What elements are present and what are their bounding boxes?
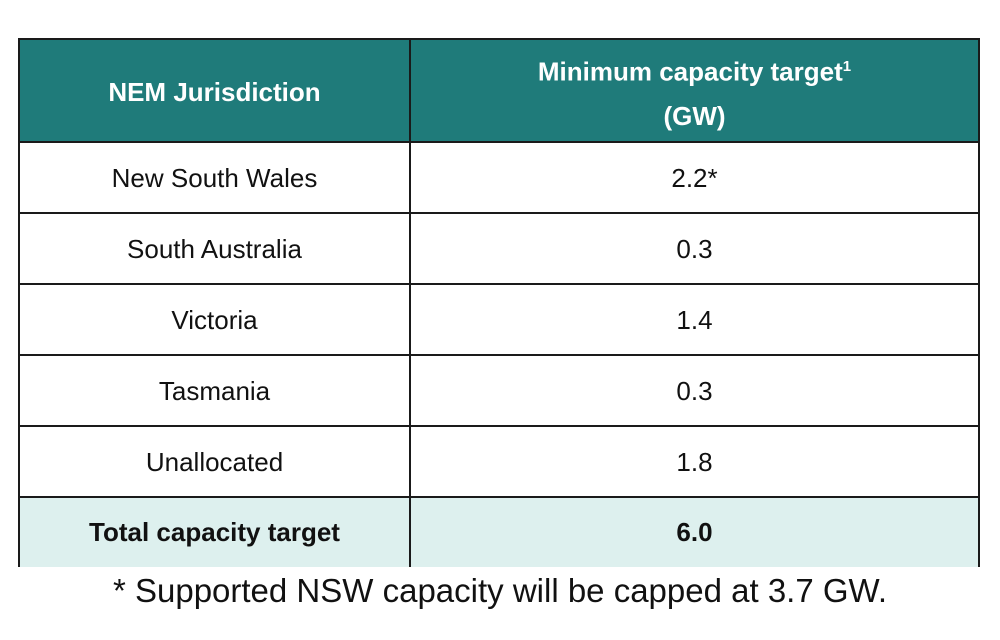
body-row: Victoria 1.4 <box>20 283 978 356</box>
body-row: South Australia 0.3 <box>20 212 978 285</box>
body-row: Unallocated 1.8 <box>20 425 978 498</box>
cell: 1.4 <box>676 305 713 335</box>
cell: Tasmania <box>20 356 411 427</box>
cell: 0.3 <box>676 234 713 264</box>
header-cell: NEM Jurisdiction <box>20 40 411 143</box>
header-cell: Minimum capacity target1 (GW) <box>411 40 978 143</box>
total-row: Total capacity target 6.0 <box>20 496 978 567</box>
table: NEM Jurisdiction Minimum capacity target… <box>18 38 980 567</box>
body-row: New South Wales 2.2* <box>20 141 978 214</box>
header-row: NEM Jurisdiction Minimum capacity target… <box>20 40 978 143</box>
header-unit: (GW) <box>663 100 726 131</box>
cell: 6.0 <box>676 517 713 547</box>
footnote-marker: 1 <box>842 58 852 76</box>
header-text: Minimum capacity target <box>537 56 843 87</box>
cell: 0.3 <box>676 376 713 406</box>
header-text: NEM Jurisdiction <box>108 76 321 107</box>
cell: South Australia <box>20 214 411 285</box>
cell: 1.8 <box>676 447 713 477</box>
cell: 2.2* <box>671 163 718 193</box>
cell: Victoria <box>20 285 411 356</box>
cell: Total capacity target <box>20 498 411 567</box>
body-row: Tasmania 0.3 <box>20 354 978 427</box>
footnote: * Supported NSW capacity will be capped … <box>112 572 888 609</box>
cell: New South Wales <box>20 143 411 214</box>
header-line: Minimum capacity target1 <box>538 45 851 94</box>
cell: Unallocated <box>20 427 411 498</box>
